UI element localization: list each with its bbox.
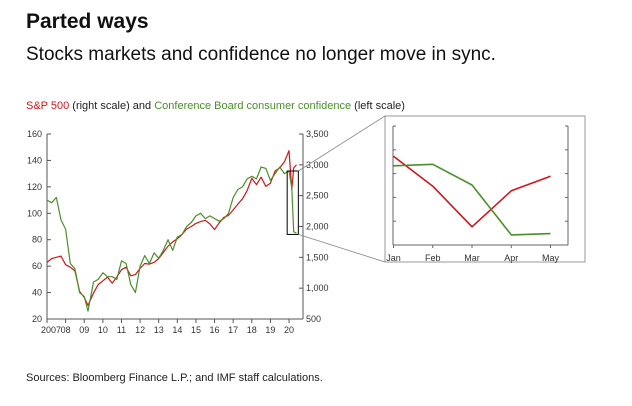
legend-left-scale: (left scale) xyxy=(351,100,405,112)
x-axis-tick-label: 18 xyxy=(247,325,257,335)
right-axis-tick-label: 1,500 xyxy=(306,252,329,262)
confidence-line xyxy=(46,166,297,312)
x-axis-tick-label: 17 xyxy=(228,325,238,335)
right-axis-tick-label: 3,500 xyxy=(306,129,329,139)
inset-x-tick-label: May xyxy=(542,253,560,263)
chart-subtitle: Stocks markets and confidence no longer … xyxy=(26,44,496,65)
inset-panel xyxy=(384,115,586,263)
inset-x-tick-label: Apr xyxy=(504,253,518,263)
x-axis-tick-label: 14 xyxy=(172,325,182,335)
zoom-highlight-box xyxy=(286,170,299,235)
x-axis-tick-label: 13 xyxy=(154,325,164,335)
left-axis-tick-label: 80 xyxy=(32,235,42,245)
left-axis-tick-label: 160 xyxy=(27,129,42,139)
sp500-line xyxy=(46,150,297,306)
legend-sp500: S&P 500 xyxy=(26,100,70,112)
right-axis-tick-label: 500 xyxy=(306,314,321,324)
zoom-connector-bottom xyxy=(298,234,386,263)
right-axis-tick-label: 2,500 xyxy=(306,191,329,201)
inset-x-tick-label: Feb xyxy=(425,253,441,263)
right-axis-tick-label: 1,000 xyxy=(306,283,329,293)
chart-legend: S&P 500 (right scale) and Conference Boa… xyxy=(26,100,405,112)
x-axis-tick-label: 2007 xyxy=(41,325,61,335)
x-axis-tick-label: 11 xyxy=(117,325,126,335)
x-axis-tick-label: 19 xyxy=(265,325,275,335)
zoom-connector-top xyxy=(298,115,386,172)
inset-x-tick-label: Jan xyxy=(386,253,401,263)
x-axis-tick-label: 20 xyxy=(284,325,294,335)
legend-confidence: Conference Board consumer confidence xyxy=(154,100,352,112)
left-axis-tick-label: 120 xyxy=(27,182,42,192)
legend-right-scale: (right scale) and xyxy=(69,100,155,112)
x-axis-tick-label: 10 xyxy=(98,325,108,335)
source-note: Sources: Bloomberg Finance L.P.; and IMF… xyxy=(26,372,323,384)
chart-title: Parted ways xyxy=(26,10,149,33)
left-axis-tick-label: 20 xyxy=(32,314,42,324)
x-axis-tick-label: 09 xyxy=(79,325,89,335)
left-axis-tick-label: 40 xyxy=(32,288,42,298)
x-axis-tick-label: 16 xyxy=(210,325,220,335)
right-axis-tick-label: 3,000 xyxy=(306,160,329,170)
x-axis-tick-label: 15 xyxy=(191,325,201,335)
left-axis-tick-label: 100 xyxy=(27,208,42,218)
x-axis-tick-label: 12 xyxy=(135,325,145,335)
x-axis-tick-label: 08 xyxy=(61,325,71,335)
inset-x-tick-label: Mar xyxy=(464,253,480,263)
left-axis-tick-label: 60 xyxy=(32,261,42,271)
inset-sp500-line xyxy=(393,155,551,228)
right-axis-tick-label: 2,000 xyxy=(306,222,329,232)
left-axis-tick-label: 140 xyxy=(27,155,42,165)
inset-confidence-line xyxy=(393,163,551,236)
